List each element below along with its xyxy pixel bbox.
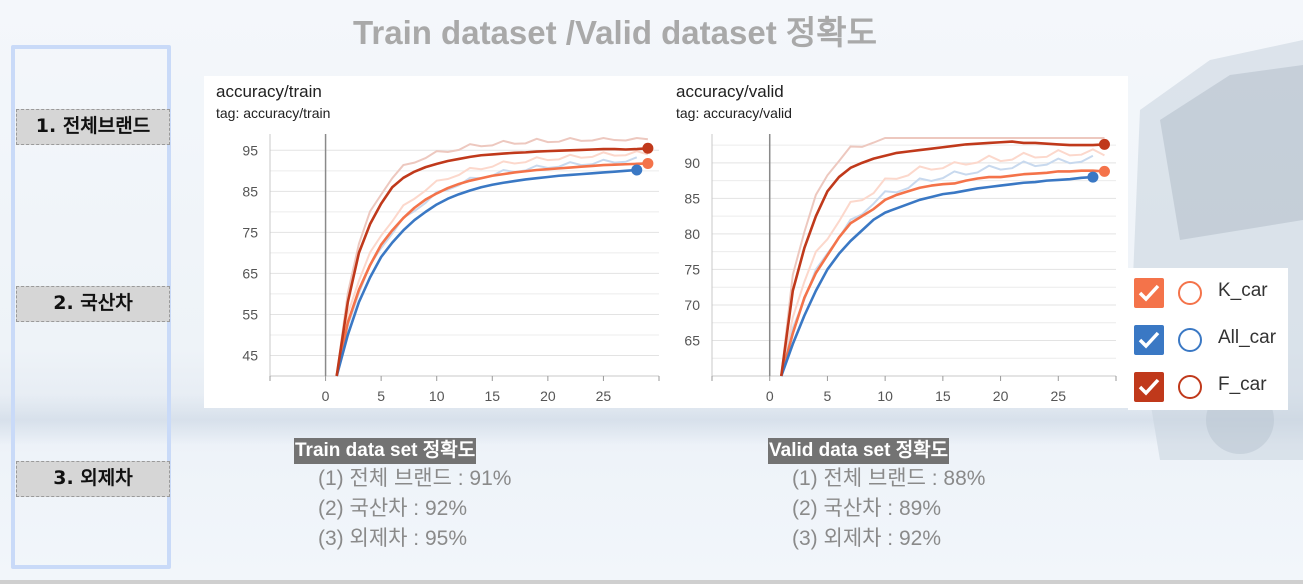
train-summary-heading: Train data set 정확도 — [294, 438, 477, 464]
series-end-marker — [1087, 171, 1099, 183]
x-tick-label: 25 — [596, 388, 612, 404]
list-item: (1) 전체 브랜드 : 91% — [318, 467, 512, 490]
train-chart-panel: accuracy/train tag: accuracy/train 45 55 6… — [204, 76, 670, 408]
sidebar-item-foreign[interactable]: 3. 외제차 — [16, 461, 170, 497]
series-line-all-car — [335, 168, 637, 377]
y-tick-label: 45 — [242, 347, 258, 363]
x-tick-label: 20 — [540, 388, 556, 404]
raw-series-line — [335, 136, 648, 377]
x-tick-label: 25 — [1050, 388, 1066, 404]
y-tick-label: 95 — [242, 142, 258, 158]
series-line-f-car — [335, 146, 648, 377]
list-item: (2) 국산차 : 89% — [792, 497, 941, 520]
y-tick-label: 75 — [242, 224, 258, 240]
series-end-marker — [631, 164, 643, 176]
x-tick-label: 15 — [484, 388, 500, 404]
series-line-k-car — [780, 169, 1105, 377]
series-line-all-car — [780, 175, 1093, 377]
y-tick-label: 85 — [242, 183, 258, 199]
y-tick-label: 70 — [684, 297, 700, 313]
x-tick-label: 5 — [824, 388, 832, 404]
y-tick-label: 75 — [684, 261, 700, 277]
x-tick-label: 10 — [877, 388, 893, 404]
bottom-divider — [0, 580, 1303, 584]
checkbox-k-car[interactable] — [1134, 278, 1164, 308]
x-tick-label: 0 — [766, 388, 774, 404]
circle-icon — [1178, 375, 1202, 399]
checkbox-all-car[interactable] — [1134, 325, 1164, 355]
sidebar-item-domestic[interactable]: 2. 국산차 — [16, 286, 170, 322]
circle-icon — [1178, 328, 1202, 352]
x-tick-label: 15 — [935, 388, 951, 404]
series-end-marker — [642, 142, 654, 154]
list-item: (3) 외제차 : 95% — [318, 527, 467, 550]
sidebar-item-all-brands[interactable]: 1. 전체브랜드 — [16, 109, 170, 145]
x-tick-label: 5 — [377, 388, 385, 404]
page-title: Train dataset /Valid dataset 정확도 — [353, 14, 877, 51]
y-tick-label: 55 — [242, 306, 258, 322]
train-chart-tag: tag: accuracy/train — [216, 105, 331, 121]
y-tick-label: 65 — [242, 265, 258, 281]
series-line-k-car — [335, 162, 648, 377]
checkmark-icon — [1138, 331, 1160, 349]
x-tick-label: 20 — [993, 388, 1009, 404]
valid-accuracy-chart: 65 70 75 80 85 90 0 5 10 15 20 25 — [684, 134, 1117, 404]
y-tick-label: 80 — [684, 226, 700, 242]
valid-summary-heading: Valid data set 정확도 — [768, 438, 950, 464]
y-tick-label: 90 — [684, 155, 700, 171]
series-end-marker — [1098, 165, 1110, 177]
train-accuracy-chart: 45 55 65 75 85 95 0 5 10 15 20 25 — [242, 134, 660, 404]
valid-summary-list: (1) 전체 브랜드 : 88% (2) 국산차 : 89% (3) 외제차 :… — [792, 465, 985, 555]
raw-series-line — [780, 148, 1105, 377]
checkbox-f-car[interactable] — [1134, 372, 1164, 402]
raw-series-line — [780, 137, 1105, 377]
series-line-f-car — [779, 140, 1105, 377]
list-item: (3) 외제차 : 92% — [792, 527, 941, 550]
list-item: (1) 전체 브랜드 : 88% — [792, 467, 986, 490]
checkmark-icon — [1138, 284, 1160, 302]
legend-label-all-car: All_car — [1218, 327, 1277, 348]
train-summary-list: (1) 전체 브랜드 : 91% (2) 국산차 : 92% (3) 외제차 :… — [318, 465, 511, 555]
y-tick-label: 65 — [684, 332, 700, 348]
y-tick-label: 85 — [684, 190, 700, 206]
x-tick-label: 0 — [322, 388, 330, 404]
series-end-marker — [1098, 138, 1110, 150]
valid-chart-title: accuracy/valid — [676, 82, 784, 101]
legend-label-f-car: F_car — [1218, 374, 1267, 395]
raw-series-line — [335, 156, 638, 377]
checkmark-icon — [1138, 378, 1160, 396]
train-chart-title: accuracy/train — [216, 82, 322, 101]
valid-chart-tag: tag: accuracy/valid — [676, 105, 792, 121]
raw-series-line — [335, 150, 649, 377]
legend-item-f-car[interactable]: F_car — [1134, 372, 1284, 404]
valid-chart-panel: accuracy/valid tag: accuracy/valid 65 70 7… — [664, 76, 1128, 408]
x-tick-label: 10 — [429, 388, 445, 404]
legend-item-all-car[interactable]: All_car — [1134, 325, 1284, 357]
circle-icon — [1178, 281, 1202, 305]
series-end-marker — [642, 157, 654, 169]
list-item: (2) 국산차 : 92% — [318, 497, 467, 520]
legend-item-k-car[interactable]: K_car — [1134, 278, 1284, 310]
series-legend: K_car All_car F_car — [1128, 268, 1288, 410]
legend-label-k-car: K_car — [1218, 280, 1268, 301]
